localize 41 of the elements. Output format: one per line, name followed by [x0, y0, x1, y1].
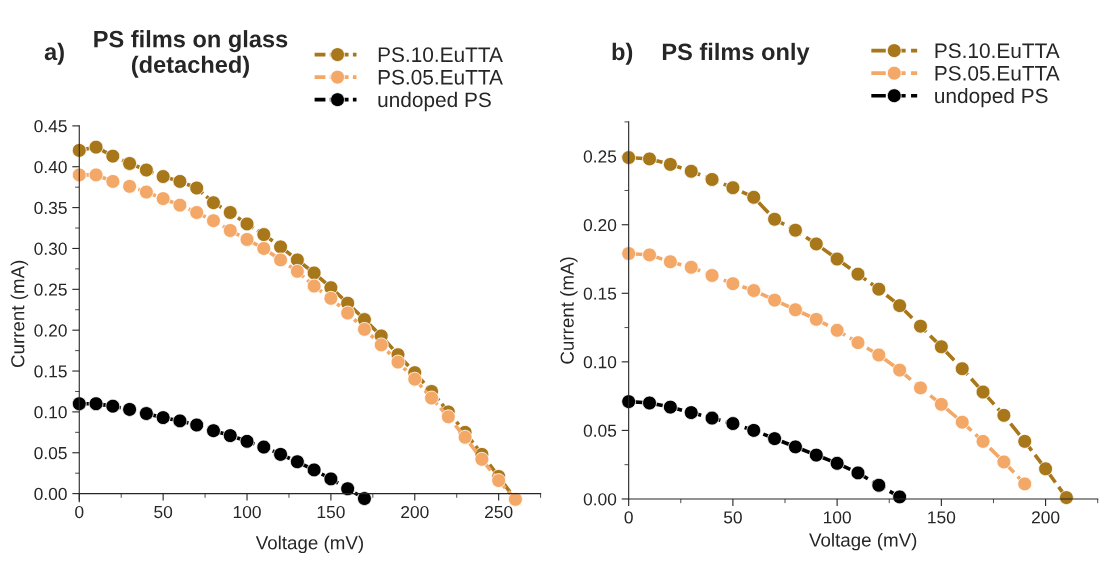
y-tick-label: 0.00 — [583, 493, 617, 506]
y-axis-title: Current (mA) — [10, 260, 29, 368]
y-tick-label: 0.10 — [34, 406, 67, 419]
text: a) — [44, 42, 64, 65]
x-tick-label: 50 — [154, 505, 173, 519]
legend-label: PS.05.EuTTA — [935, 65, 1060, 81]
x-axis-title: Voltage (mV) — [255, 535, 363, 554]
x-tick-label: 200 — [1031, 511, 1060, 524]
y-tick-label: 0.15 — [583, 287, 617, 300]
chart-title: PS films on glass (detached) — [94, 30, 288, 78]
legend-label: PS.10.EuTTA — [378, 47, 503, 63]
x-tick-label: 100 — [823, 511, 851, 524]
x-tick-label: 200 — [401, 505, 429, 519]
y-axis-title: Current (mA) — [560, 257, 578, 364]
y-tick-label: 0.25 — [583, 150, 617, 163]
y-tick-label: 0.35 — [34, 201, 67, 215]
x-tick-label: 150 — [317, 505, 345, 519]
y-tick-label: 0.05 — [583, 424, 617, 437]
y-tick-label: 0.45 — [34, 120, 67, 133]
y-tick-label: 0.30 — [34, 242, 67, 255]
x-tick-label: 150 — [928, 511, 956, 524]
y-tick-label: 0.10 — [583, 356, 617, 369]
chart-title: PS films only — [662, 42, 810, 65]
legend-label: undoped PS — [378, 91, 491, 112]
x-axis-title: Voltage (mV) — [809, 532, 917, 551]
y-tick-label: 0.20 — [583, 218, 617, 232]
legend-label: PS.05.EuTTA — [378, 69, 503, 85]
y-tick-label: 0.05 — [34, 446, 67, 460]
x-tick-label: 250 — [485, 505, 513, 519]
y-tick-label: 0.25 — [34, 283, 67, 296]
x-tick-label: 0 — [624, 511, 633, 524]
legend-label: undoped PS — [935, 87, 1048, 108]
x-tick-label: 50 — [723, 511, 742, 524]
y-tick-label: 0.20 — [34, 324, 67, 337]
y-tick-label: 0.15 — [34, 365, 67, 378]
text: b) — [612, 42, 633, 65]
x-tick-label: 100 — [233, 505, 261, 519]
legend-label: PS.10.EuTTA — [935, 43, 1060, 59]
y-tick-label: 0.40 — [34, 160, 67, 174]
y-tick-label: 0.00 — [34, 487, 67, 501]
x-tick-label: 0 — [75, 505, 84, 519]
